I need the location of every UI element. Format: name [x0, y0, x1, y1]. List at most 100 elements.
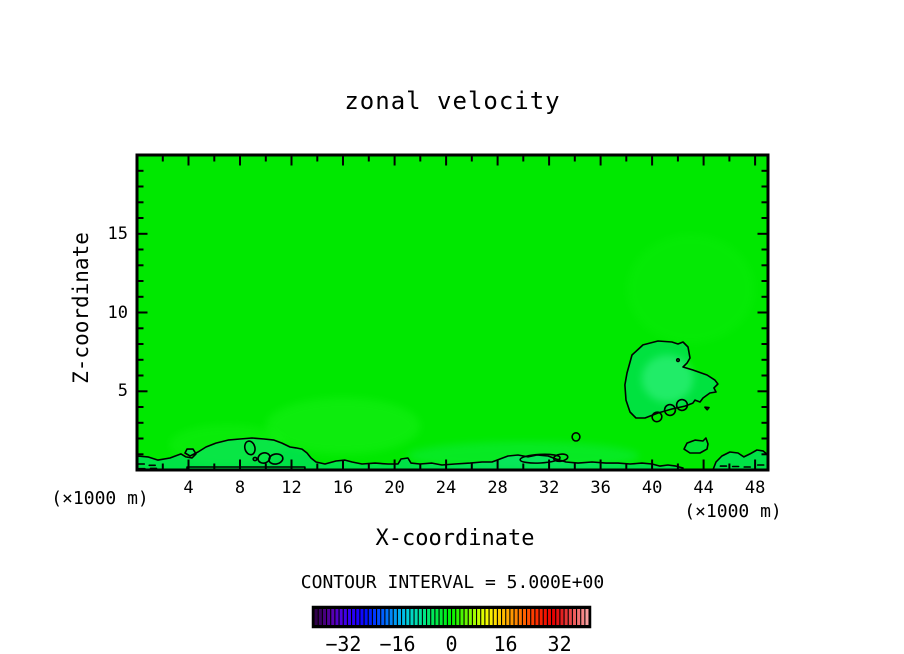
colorbar-stripe	[318, 609, 322, 625]
closed-contour-oval	[675, 398, 689, 412]
z-tick-label: 5	[117, 381, 128, 402]
closed-contour-oval	[257, 452, 271, 464]
closed-contour-oval	[663, 403, 677, 417]
closed-contour-oval	[651, 411, 663, 423]
colorbar-stripe	[389, 609, 393, 625]
x-tick-label: 20	[384, 478, 405, 498]
negative-pocket-blob	[624, 340, 719, 419]
x-tick-label: 16	[332, 478, 354, 498]
colorbar-tick-label: −32	[325, 632, 362, 654]
x-tick-label: 32	[538, 478, 560, 498]
colorbar-stripe	[356, 609, 360, 625]
colorbar-stripe	[452, 609, 456, 625]
closed-contour-oval	[252, 456, 258, 462]
colorbar-stripe	[506, 609, 510, 625]
colorbar-stripe	[522, 609, 526, 625]
colorbar-stripe	[485, 609, 489, 625]
shade-patch	[265, 397, 421, 455]
closed-contour-oval	[552, 453, 569, 463]
colorbar-stripe	[464, 609, 468, 625]
colorbar-stripe	[527, 609, 531, 625]
small-right-blob	[683, 437, 709, 454]
colorbar-stripe	[347, 609, 351, 625]
closed-contour-oval	[675, 358, 681, 363]
colorbar-stripe	[327, 609, 331, 625]
colorbar-stripe	[477, 609, 481, 625]
x-tick-label: 48	[744, 478, 766, 498]
colorbar-stripe	[560, 609, 564, 625]
closed-contour-oval	[519, 453, 561, 464]
colorbar-stripe	[393, 609, 397, 625]
colorbar-stripe	[543, 609, 547, 625]
colorbar-stripe	[418, 609, 422, 625]
colorbar-stripe	[535, 609, 539, 625]
colorbar-stripe	[431, 609, 435, 625]
colorbar-stripe	[397, 609, 401, 625]
colorbar-stripe	[460, 609, 464, 625]
closed-contour-oval	[268, 453, 284, 465]
closed-contour-oval	[571, 431, 581, 442]
colorbar-stripe	[552, 609, 556, 625]
plot-frame	[135, 153, 770, 472]
colorbar-stripe	[377, 609, 381, 625]
colorbar-stripe	[518, 609, 522, 625]
colorbar-stripe	[360, 609, 364, 625]
shade-patch	[626, 233, 756, 344]
colorbar-stripe	[339, 609, 343, 625]
colorbar-stripe	[510, 609, 514, 625]
x-tick-label: 28	[487, 478, 508, 498]
tiny-triangle-mark	[704, 406, 710, 411]
colorbar-stripe	[435, 609, 439, 625]
z-tick-label: 15	[107, 223, 128, 244]
colorbar-stripe	[489, 609, 493, 625]
colorbar	[314, 609, 589, 625]
colorbar-stripe	[322, 609, 326, 625]
colorbar-stripe	[439, 609, 443, 625]
shade-patch	[169, 424, 286, 466]
x-tick-label: 4	[183, 478, 194, 498]
shade-patch	[641, 355, 694, 403]
colorbar-stripe	[514, 609, 518, 625]
x-axis-unit-left: (×1000 m)	[51, 488, 149, 509]
x-tick-label: 40	[641, 478, 663, 498]
colorbar-tick-label: 0	[445, 632, 458, 654]
colorbar-stripe	[414, 609, 418, 625]
x-tick-label: 12	[281, 478, 302, 498]
x-tick-label: 36	[590, 478, 611, 498]
colorbar-stripe	[539, 609, 543, 625]
colorbar-stripe	[472, 609, 476, 625]
x-axis-unit-right: (×1000 m)	[684, 501, 782, 522]
colorbar-stripe	[443, 609, 447, 625]
colorbar-stripe	[343, 609, 347, 625]
colorbar-tick-label: 32	[547, 632, 572, 654]
axis-ticks	[138, 156, 767, 469]
x-tick-label: 44	[693, 478, 714, 498]
colorbar-stripe	[468, 609, 472, 625]
x-tick-label: 8	[234, 478, 246, 498]
colorbar-stripe	[381, 609, 385, 625]
colorbar-stripe	[493, 609, 497, 625]
colorbar-tick-label: −16	[379, 632, 416, 654]
z-tick-label: 10	[107, 302, 128, 323]
colorbar-stripe	[572, 609, 576, 625]
colorbar-stripe	[422, 609, 426, 625]
colorbar-stripe	[406, 609, 410, 625]
colorbar-stripe	[335, 609, 339, 625]
colorbar-stripe	[564, 609, 568, 625]
colorbar-stripe	[568, 609, 572, 625]
x-axis-label: X-coordinate	[375, 526, 535, 551]
colorbar-stripe	[331, 609, 335, 625]
subzero-region	[684, 438, 708, 453]
colorbar-stripe	[402, 609, 406, 625]
colorbar-stripe	[531, 609, 535, 625]
bottom-right-contour	[712, 449, 768, 470]
colorbar-stripe	[372, 609, 376, 625]
colorbar-stripe	[352, 609, 356, 625]
colorbar-stripe	[481, 609, 485, 625]
colorbar-stripe	[577, 609, 581, 625]
colorbar-stripe	[456, 609, 460, 625]
chart-title: zonal velocity	[344, 87, 561, 115]
colorbar-stripe	[410, 609, 414, 625]
